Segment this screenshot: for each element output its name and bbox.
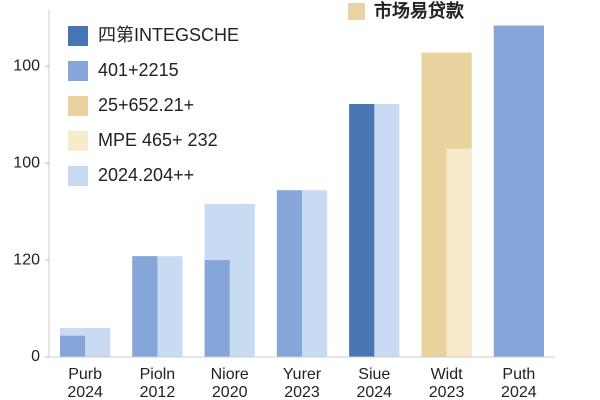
x-tick-label: Pioln	[140, 366, 176, 383]
legend-swatch	[68, 166, 88, 186]
legend-label: MPE 465+ 232	[98, 130, 218, 150]
bar	[493, 25, 544, 357]
legend-label: 2024.204++	[98, 165, 194, 185]
x-tick-label: Purb	[68, 366, 102, 383]
bar	[349, 104, 375, 357]
legend-label: 四第INTEGSCHE	[98, 25, 239, 45]
x-tick-label: Widt	[431, 366, 464, 383]
x-tick-label: 2012	[140, 384, 176, 400]
x-tick-label: Siue	[358, 366, 390, 383]
y-tick-label: 100	[13, 154, 40, 171]
x-tick-label: Puth	[502, 366, 535, 383]
x-tick-label: 2024	[356, 384, 392, 400]
legend-swatch	[68, 26, 88, 46]
bar	[60, 335, 86, 357]
legend-swatch	[68, 61, 88, 81]
x-tick-label: 2024	[501, 384, 537, 400]
annotation-swatch	[348, 3, 365, 20]
bar	[276, 190, 302, 357]
y-tick-label: 120	[13, 251, 40, 268]
x-tick-label: 2024	[67, 384, 103, 400]
x-tick-label: Niore	[211, 366, 249, 383]
legend-swatch	[68, 96, 88, 116]
x-tick-label: 2023	[284, 384, 320, 400]
y-tick-label: 0	[31, 348, 40, 365]
legend-label: 401+2215	[98, 60, 179, 80]
annotation: 市场易贷款	[374, 0, 465, 21]
y-tick-label: 100	[13, 57, 40, 74]
x-tick-label: 2020	[212, 384, 248, 400]
x-tick-label: Yurer	[283, 366, 322, 383]
legend-swatch	[68, 131, 88, 151]
bar	[204, 260, 230, 357]
x-tick-label: 2023	[429, 384, 465, 400]
legend-label: 25+652.21+	[98, 95, 194, 115]
bar	[132, 256, 158, 357]
bar	[446, 148, 472, 357]
